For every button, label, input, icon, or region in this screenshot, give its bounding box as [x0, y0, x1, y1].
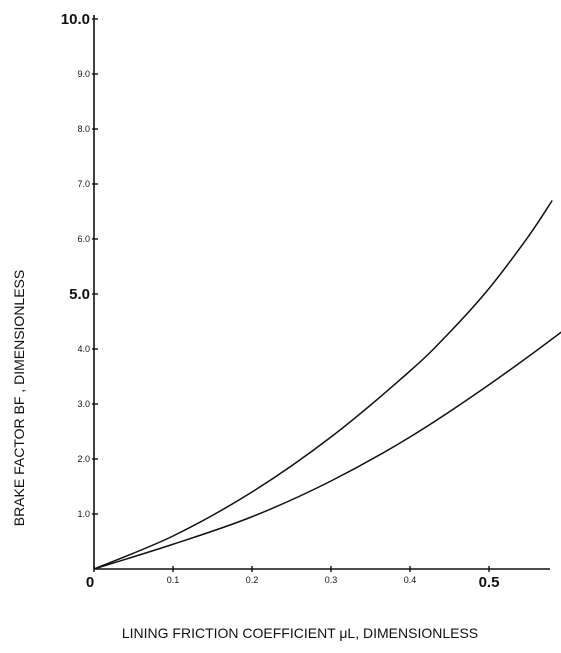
y-tick-label: 7.0 — [77, 179, 90, 189]
y-ticks: 1.0 2.0 3.0 4.0 5.0 6.0 7.0 8.0 9.0 10.0 — [61, 11, 98, 519]
y-tick-label: 9.0 — [77, 69, 90, 79]
y-axis-title: BRAKE FACTOR BF , DIMENSIONLESS — [11, 270, 27, 526]
y-tick-label: 5.0 — [69, 286, 90, 303]
y-tick-label: 10.0 — [61, 11, 90, 28]
series-layer — [93, 200, 561, 570]
series-line — [93, 200, 553, 570]
x-tick-label: 0.5 — [479, 574, 500, 591]
series-line — [93, 331, 561, 570]
y-tick-label: 1.0 — [77, 509, 90, 519]
y-tick-label: 3.0 — [77, 399, 90, 409]
x-tick-label: 0 — [86, 574, 94, 591]
x-tick-label: 0.1 — [167, 575, 180, 585]
y-tick-label: 6.0 — [77, 234, 90, 244]
x-tick-label: 0.3 — [325, 575, 338, 585]
x-tick-label: 0.2 — [246, 575, 259, 585]
y-tick-label: 4.0 — [77, 344, 90, 354]
y-tick-label: 8.0 — [77, 124, 90, 134]
x-axis-title: LINING FRICTION COEFFICIENT μL, DIMENSIO… — [122, 625, 478, 641]
x-tick-label: 0.4 — [404, 575, 417, 585]
y-tick-label: 2.0 — [77, 454, 90, 464]
axes — [93, 15, 550, 570]
